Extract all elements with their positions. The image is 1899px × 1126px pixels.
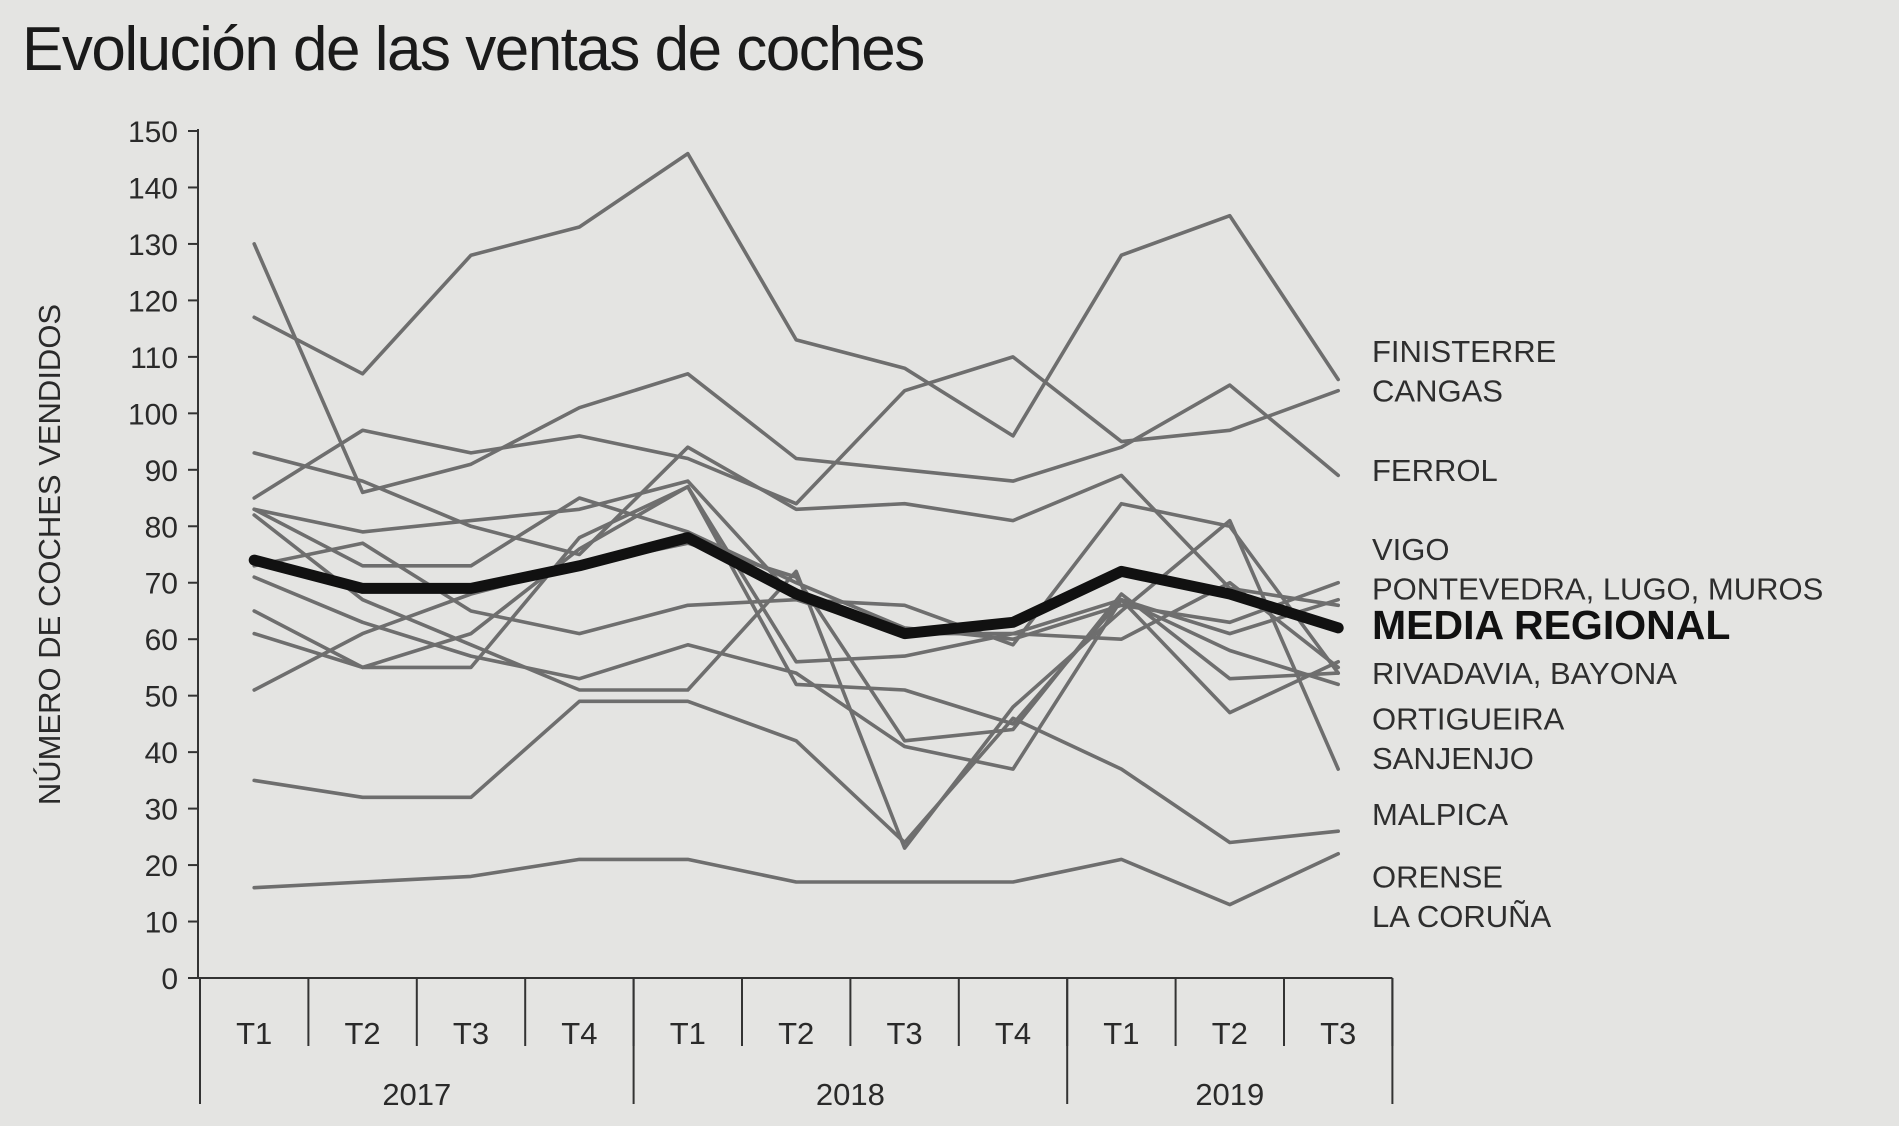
y-axis-title: NÚMERO DE COCHES VENDIDOS: [32, 304, 67, 805]
y-tick-label: 130: [128, 229, 178, 262]
series-label: FINISTERRE: [1372, 334, 1556, 369]
x-tick-label: T1: [236, 1016, 272, 1051]
y-tick-label: 30: [145, 794, 178, 827]
y-tick-label: 0: [161, 963, 178, 996]
y-tick-label: 50: [145, 681, 178, 714]
y-tick-label: 140: [128, 172, 178, 205]
x-tick-label: T3: [887, 1016, 923, 1051]
y-tick-label: 70: [145, 568, 178, 601]
year-label: 2017: [382, 1077, 451, 1112]
series-label-average: MEDIA REGIONAL: [1372, 602, 1730, 648]
x-tick-label: T2: [778, 1016, 814, 1051]
series-label: PONTEVEDRA, LUGO, MUROS: [1372, 571, 1823, 606]
x-tick-label: T4: [561, 1016, 597, 1051]
x-tick-label: T4: [995, 1016, 1031, 1051]
y-tick-label: 90: [145, 455, 178, 488]
right-labels: FINISTERRE CANGAS FERROL VIGO PONTEVEDRA, LU…: [1372, 334, 1823, 934]
series-line-average: [248, 532, 1344, 640]
x-tick-label: T3: [453, 1016, 489, 1051]
series-lines: [248, 151, 1344, 907]
series-label: ORTIGUEIRA: [1372, 701, 1565, 736]
series-label: ORENSE: [1372, 859, 1503, 894]
series-line: [252, 355, 1340, 506]
y-tick-label: 100: [128, 398, 178, 431]
x-tick-label: T1: [670, 1016, 706, 1051]
series-label: RIVADAVIA, BAYONA: [1372, 656, 1677, 691]
series-line: [252, 484, 1340, 726]
series-label: CANGAS: [1372, 374, 1503, 409]
series-line: [252, 151, 1340, 438]
y-tick-label: 150: [128, 116, 178, 149]
series-line: [252, 242, 1340, 495]
x-tick-label: T1: [1103, 1016, 1139, 1051]
y-tick-label: 60: [145, 624, 178, 657]
y-tick-label: 80: [145, 511, 178, 544]
x-tick-label: T2: [345, 1016, 381, 1051]
y-tick-label: 120: [128, 285, 178, 318]
series-line: [252, 484, 1340, 687]
y-tick-label: 20: [145, 850, 178, 883]
x-tick-label: T3: [1320, 1016, 1356, 1051]
y-tick-label: 10: [145, 907, 178, 940]
series-label: VIGO: [1372, 532, 1450, 567]
y-tick-label: 40: [145, 737, 178, 770]
series-line: [252, 541, 1340, 743]
series-label: LA CORUÑA: [1372, 899, 1551, 934]
y-tick-label: 110: [130, 342, 178, 375]
series-line: [252, 699, 1340, 845]
year-label: 2018: [816, 1077, 885, 1112]
x-tick-label: T2: [1212, 1016, 1248, 1051]
series-label: FERROL: [1372, 453, 1498, 488]
series-label: MALPICA: [1372, 797, 1508, 832]
series-line: [252, 575, 1340, 771]
series-label: SANJENJO: [1372, 741, 1534, 776]
series-line: [252, 851, 1340, 907]
chart-title: Evolución de las ventas de coches: [22, 15, 925, 84]
axes: 0 10 20 30 40 50 60 70 80 90 100 110 120 130 140 150 NÚM…: [32, 116, 1394, 1112]
year-label: 2019: [1195, 1077, 1264, 1112]
